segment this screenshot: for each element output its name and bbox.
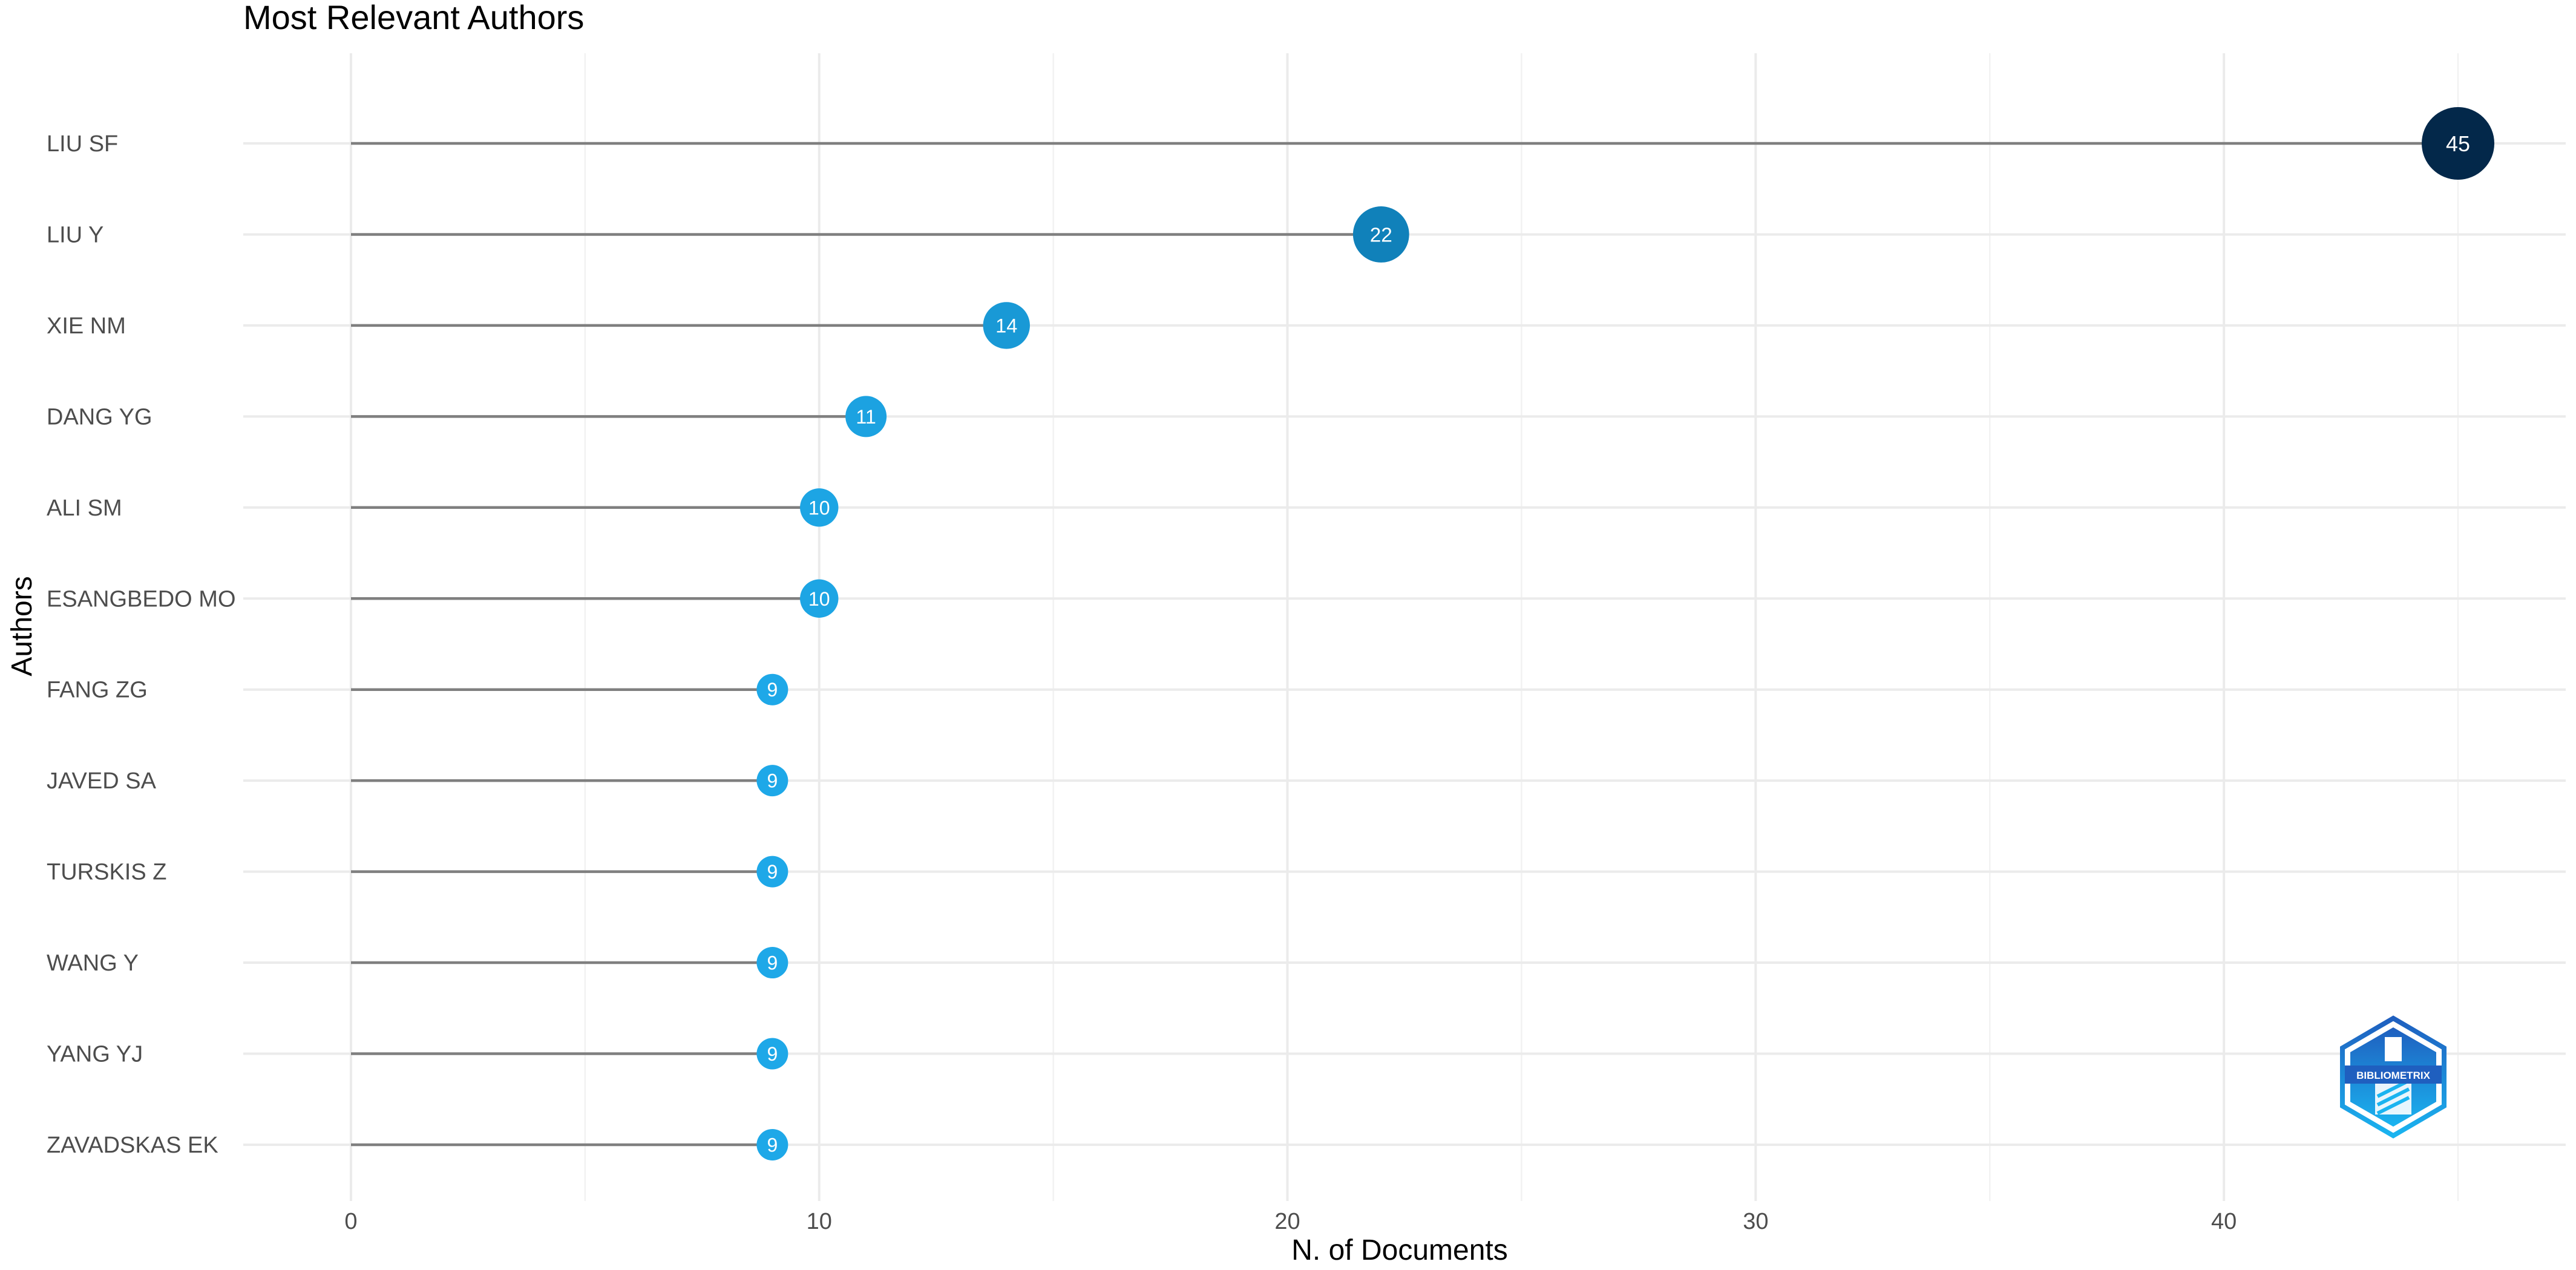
logo-banner — [2345, 1065, 2442, 1084]
y-tick-label: LIU SF — [47, 131, 118, 157]
lollipop-point — [756, 765, 788, 797]
y-tick-label: ZAVADSKAS EK — [47, 1133, 218, 1158]
y-axis-title: Authors — [6, 576, 38, 676]
x-tick-labels: 0 10 20 30 40 — [344, 1209, 2237, 1234]
chart-title: Most Relevant Authors — [243, 0, 584, 36]
lollipop-point — [756, 673, 788, 705]
lollipop-point — [756, 947, 788, 979]
data-label: 9 — [767, 679, 778, 701]
lollipop-point — [845, 396, 887, 437]
lollipop-point — [756, 1038, 788, 1070]
data-label: 9 — [767, 770, 778, 792]
y-tick-label: FANG ZG — [47, 678, 148, 703]
y-tick-label: XIE NM — [47, 313, 126, 339]
data-label: 45 — [2446, 131, 2470, 156]
data-label: 9 — [767, 1043, 778, 1065]
bibliometrix-logo: BIBLIOMETRIX — [2340, 1015, 2447, 1139]
data-label: 10 — [808, 497, 830, 519]
y-tick-label: WANG Y — [47, 951, 139, 976]
lollipop-point — [800, 488, 839, 527]
y-tick-label: TURSKIS Z — [47, 860, 166, 885]
y-tick-label: ESANGBEDO MO — [47, 586, 236, 612]
stems — [350, 142, 2459, 1147]
y-tick-label: LIU Y — [47, 222, 103, 247]
y-tick-labels: LIU SF LIU Y XIE NM DANG YG ALI SM ESANGBEDO … — [47, 131, 236, 1158]
logo-text: BIBLIOMETRIX — [2356, 1070, 2430, 1081]
y-tick-label: ALI SM — [47, 496, 122, 521]
data-label: 9 — [767, 952, 778, 974]
lollipop-point — [800, 579, 839, 618]
lollipop-point — [2422, 107, 2495, 180]
x-axis-title: N. of Documents — [1291, 1234, 1507, 1266]
data-label: 11 — [856, 406, 876, 428]
x-tick-label: 40 — [2211, 1209, 2237, 1234]
data-label: 9 — [767, 1134, 778, 1156]
data-label: 14 — [995, 315, 1017, 337]
x-tick-label: 0 — [344, 1209, 357, 1234]
x-tick-label: 10 — [807, 1209, 832, 1234]
y-tick-label: YANG YJ — [47, 1042, 143, 1067]
lollipop-point — [756, 1128, 788, 1160]
data-label: 10 — [808, 588, 830, 610]
lollipop-point — [1352, 206, 1409, 263]
points: 45 22 14 11 10 10 9 9 9 9 9 9 — [756, 107, 2495, 1160]
y-tick-label: DANG YG — [47, 404, 152, 430]
logo-tower — [2385, 1037, 2402, 1061]
data-label: 9 — [767, 861, 778, 883]
lollipop-point — [983, 302, 1030, 349]
x-tick-label: 20 — [1274, 1209, 1300, 1234]
y-tick-label: JAVED SA — [47, 768, 157, 794]
data-label: 22 — [1370, 224, 1392, 246]
x-tick-label: 30 — [1743, 1209, 1768, 1234]
lollipop-point — [756, 856, 788, 888]
